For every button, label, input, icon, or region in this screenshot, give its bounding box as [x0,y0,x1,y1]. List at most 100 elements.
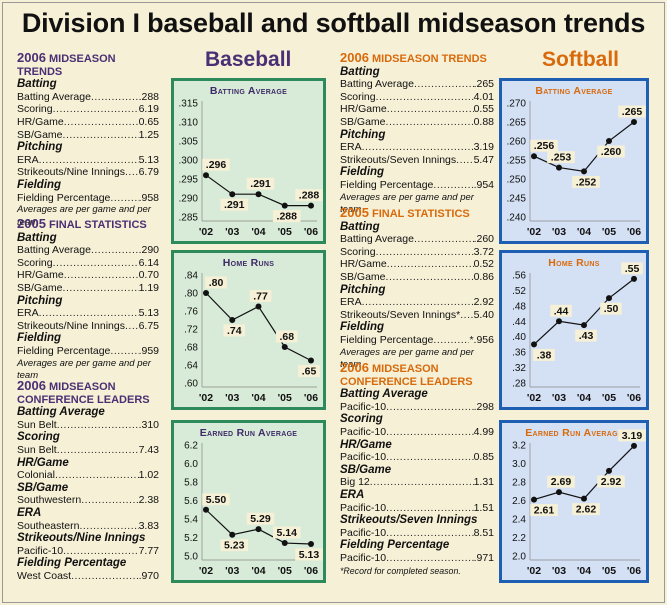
x-tick-label: '05 [278,226,292,238]
data-label-bg [220,539,249,552]
stat-label: Pacific-10 [340,400,387,413]
baseball-final-2005: 2005 FINAL STATISTICS Batting Batting Aver… [17,217,159,383]
y-tick-label: .84 [184,271,198,282]
data-label-bg [246,512,275,525]
panel-title: Earned Run Average [199,427,298,439]
leader-dots [376,246,474,259]
x-tick-label: '02 [527,392,541,404]
stat-row: Fielding Percentage .958 [17,192,159,205]
heading-text: MIDSEASON TRENDS [371,53,487,65]
stat-row: Sun Belt 7.43 [17,444,159,457]
stat-label: Strikeouts/Nine Innings [17,319,125,332]
y-tick-label: .52 [512,286,526,297]
leader-dots [386,552,473,565]
y-tick-label: .76 [184,307,198,318]
stat-label: Scoring [17,256,53,269]
category-heading: SB/Game [340,463,392,476]
stat-value: 0.70 [138,269,159,282]
x-tick-label: '03 [225,226,239,238]
baseball-era-panel: Earned Run Average 6.2 6.0 5.8 5.6 5.4 5.2 5.0… [171,420,326,583]
stat-label: ERA [17,307,39,320]
stat-row: Sun Belt .310 [17,419,159,432]
stat-row: Pacific-10 4.99 [340,426,494,439]
section-heading: 2005 FINAL STATISTICS [17,217,159,232]
x-tick-label: '02 [527,226,541,238]
leader-dots [386,451,473,464]
leader-dots [386,502,473,515]
data-point [281,202,288,209]
softball-era-chart: 3.2 3.0 2.8 2.6 2.4 2.2 2.0'02 '03 '04 '05 '06 2.61… [512,429,646,577]
softball-midseason-2006: 2006 MIDSEASON TRENDS Batting Batting Aver… [340,51,494,217]
category-heading: HR/Game [340,438,392,451]
stat-label: West Coast [17,569,72,582]
data-point [556,164,562,171]
data-point [581,322,587,329]
stat-value: 1.19 [138,281,159,294]
softball-batting-average-panel: Batting Average .270 .265 .260 .255 .250 .245… [499,78,649,244]
stat-row: Batting Average .290 [17,244,159,257]
baseball-label: Baseball [205,48,292,71]
data-label-bg [275,330,298,343]
data-point [531,341,537,348]
data-label-bg [621,262,643,275]
category-heading: Fielding Percentage [17,557,127,570]
data-label-bg [249,290,272,302]
data-label: 2.62 [576,504,597,516]
data-label: .288 [277,211,298,223]
leader-dots [376,91,474,104]
leader-dots [71,570,138,583]
data-label-bg [600,302,622,315]
data-point [606,138,612,144]
leader-dots [386,271,474,284]
leader-dots [57,444,139,457]
y-tick-label: 5.2 [184,533,198,544]
stat-row: Pacific-10 .298 [340,401,494,414]
data-label: .256 [534,140,555,152]
stat-label: Strikeouts/Seven Innings [340,153,457,166]
leader-dots [456,154,473,167]
data-point [581,495,587,502]
stat-row: Southwestern 2.38 [17,494,159,507]
stat-label: Batting Average [17,90,91,103]
stat-row: HR/Game 0.52 [340,258,494,271]
leader-dots [460,309,473,322]
data-label-bg [295,189,323,202]
y-tick-label: .72 [184,325,198,336]
stat-value: 4.99 [473,425,494,438]
data-label: .253 [551,152,572,164]
stat-row: SB/Game 1.25 [17,129,159,142]
stat-row: Strikeouts/Seven Innings* 5.40 [340,309,494,322]
stat-row: ERA 3.19 [340,141,494,154]
section-note: Averages are per game and per team [340,346,474,371]
stat-value: 0.86 [473,270,494,283]
stat-value: 1.51 [473,501,494,514]
x-tick-label: '03 [225,392,239,404]
leader-dots [414,233,474,246]
stat-value: 6.14 [138,256,159,269]
y-tick-label: .56 [512,271,526,282]
footnote: *Record for completed season. [340,565,461,576]
leader-dots [53,103,139,116]
stat-row: Fielding Percentage .959 [17,345,159,358]
y-tick-label: .315 [179,99,199,110]
y-tick-label: .80 [184,289,198,300]
stat-row: Southeastern 3.83 [17,520,159,533]
stat-row: Big 12 1.31 [340,476,494,489]
leader-dots [386,426,473,439]
leader-dots [110,192,138,205]
baseball-era-chart: 6.2 6.0 5.8 5.6 5.4 5.2 5.0'02 '03 '04 '05 '06 5.50… [184,441,323,577]
stat-label: Pacific-10 [340,526,387,539]
stat-value: .954 [473,178,494,191]
data-label: 5.29 [250,513,271,525]
category-heading: Pitching [17,294,63,307]
stat-row: ERA 2.92 [340,296,494,309]
x-tick-label: '06 [627,565,641,577]
y-tick-label: 5.4 [184,515,198,526]
stat-value: 3.72 [473,245,494,258]
stat-value: .959 [138,344,159,357]
stat-value: 6.79 [138,166,159,179]
leader-dots [79,520,138,533]
data-label-bg [220,198,249,211]
stat-label: ERA [340,141,362,154]
section-heading: 2006 MIDSEASON CONFERENCE LEADERS [340,361,494,388]
